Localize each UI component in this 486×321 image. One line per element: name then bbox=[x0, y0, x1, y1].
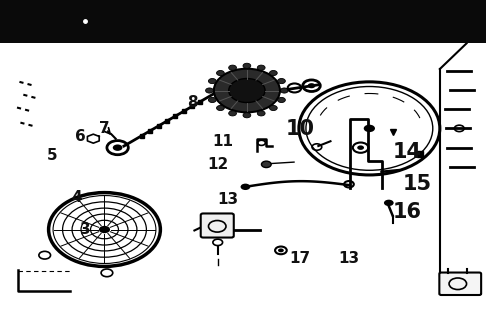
Text: 13: 13 bbox=[217, 192, 238, 207]
Circle shape bbox=[261, 161, 271, 168]
Circle shape bbox=[243, 63, 251, 68]
Text: 14: 14 bbox=[393, 142, 422, 161]
Circle shape bbox=[229, 65, 237, 70]
Circle shape bbox=[206, 88, 213, 93]
Text: 11: 11 bbox=[212, 134, 233, 149]
Circle shape bbox=[243, 113, 251, 118]
Circle shape bbox=[208, 97, 216, 102]
Circle shape bbox=[278, 248, 284, 252]
Circle shape bbox=[357, 145, 364, 150]
Circle shape bbox=[99, 226, 110, 233]
Text: 16: 16 bbox=[393, 202, 422, 222]
Text: 6: 6 bbox=[75, 129, 86, 144]
Circle shape bbox=[229, 111, 237, 116]
Text: 10: 10 bbox=[286, 119, 315, 139]
Circle shape bbox=[217, 105, 225, 110]
Circle shape bbox=[113, 144, 122, 151]
Text: 12: 12 bbox=[207, 157, 228, 172]
Circle shape bbox=[214, 69, 280, 112]
Circle shape bbox=[280, 88, 288, 93]
Text: 13: 13 bbox=[338, 251, 360, 266]
Circle shape bbox=[229, 79, 265, 102]
Text: 5: 5 bbox=[47, 148, 58, 163]
Text: 8: 8 bbox=[187, 95, 197, 110]
Circle shape bbox=[269, 71, 277, 76]
Text: 3: 3 bbox=[80, 222, 90, 237]
FancyBboxPatch shape bbox=[439, 273, 481, 295]
Circle shape bbox=[241, 184, 250, 190]
FancyBboxPatch shape bbox=[201, 213, 234, 238]
Circle shape bbox=[384, 200, 394, 206]
Bar bbox=[0, 0, 486, 43]
Circle shape bbox=[208, 79, 216, 84]
Text: 4: 4 bbox=[71, 190, 82, 205]
Circle shape bbox=[308, 83, 315, 88]
Circle shape bbox=[217, 71, 225, 76]
Circle shape bbox=[257, 111, 265, 116]
Circle shape bbox=[269, 105, 277, 110]
Text: 17: 17 bbox=[290, 251, 311, 266]
Circle shape bbox=[278, 97, 285, 102]
Text: 15: 15 bbox=[402, 174, 432, 194]
Circle shape bbox=[278, 79, 285, 84]
Circle shape bbox=[364, 125, 375, 132]
Circle shape bbox=[257, 65, 265, 70]
Text: 7: 7 bbox=[99, 121, 110, 136]
